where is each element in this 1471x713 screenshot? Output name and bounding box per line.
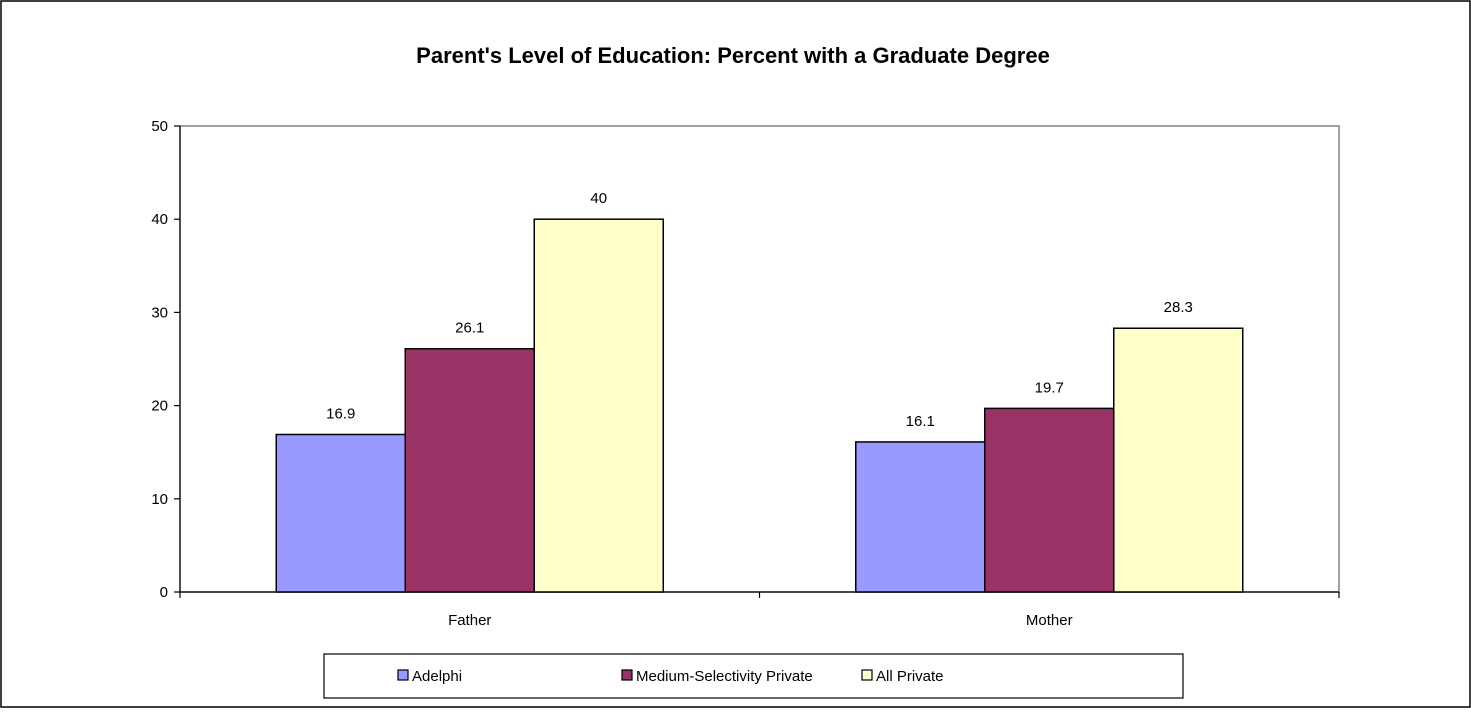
data-label: 19.7 (1035, 379, 1064, 396)
y-tick-label: 40 (151, 211, 168, 228)
x-tick-label: Father (448, 612, 491, 629)
legend-label: Medium-Selectivity Private (636, 668, 813, 685)
legend-label: Adelphi (412, 668, 462, 685)
x-tick-label: Mother (1026, 612, 1073, 629)
legend: Adelphi Medium-Selectivity Private All Pri… (323, 653, 1184, 699)
data-label: 28.3 (1164, 299, 1193, 316)
y-tick-label: 10 (151, 491, 168, 508)
bar-adelphi-father (275, 433, 406, 593)
bars (275, 218, 1244, 593)
bar-all-private-father (533, 218, 664, 593)
legend-swatch (861, 669, 873, 681)
y-tick-label: 0 (160, 584, 168, 601)
legend-box (323, 653, 1184, 699)
legend-swatch (621, 669, 633, 681)
bar-medium-selectivity-private-father (404, 347, 535, 593)
data-label: 26.1 (455, 320, 484, 337)
data-label: 40 (590, 190, 607, 207)
y-tick-label: 30 (151, 304, 168, 321)
legend-swatch (397, 669, 409, 681)
y-tick-label: 50 (151, 118, 168, 135)
data-label: 16.9 (326, 405, 355, 422)
legend-label: All Private (876, 668, 944, 685)
data-label: 16.1 (906, 413, 935, 430)
y-axis: 0 10 20 30 40 50 (151, 118, 181, 601)
data-labels: 16.9 26.1 40 16.1 19.7 28.3 (326, 190, 1193, 430)
y-tick-label: 20 (151, 398, 168, 415)
bar-medium-selectivity-private-mother (984, 407, 1115, 593)
bar-adelphi-mother (855, 441, 986, 593)
bar-all-private-mother (1113, 327, 1244, 593)
chart-title: Parent's Level of Education: Percent wit… (416, 43, 1050, 68)
